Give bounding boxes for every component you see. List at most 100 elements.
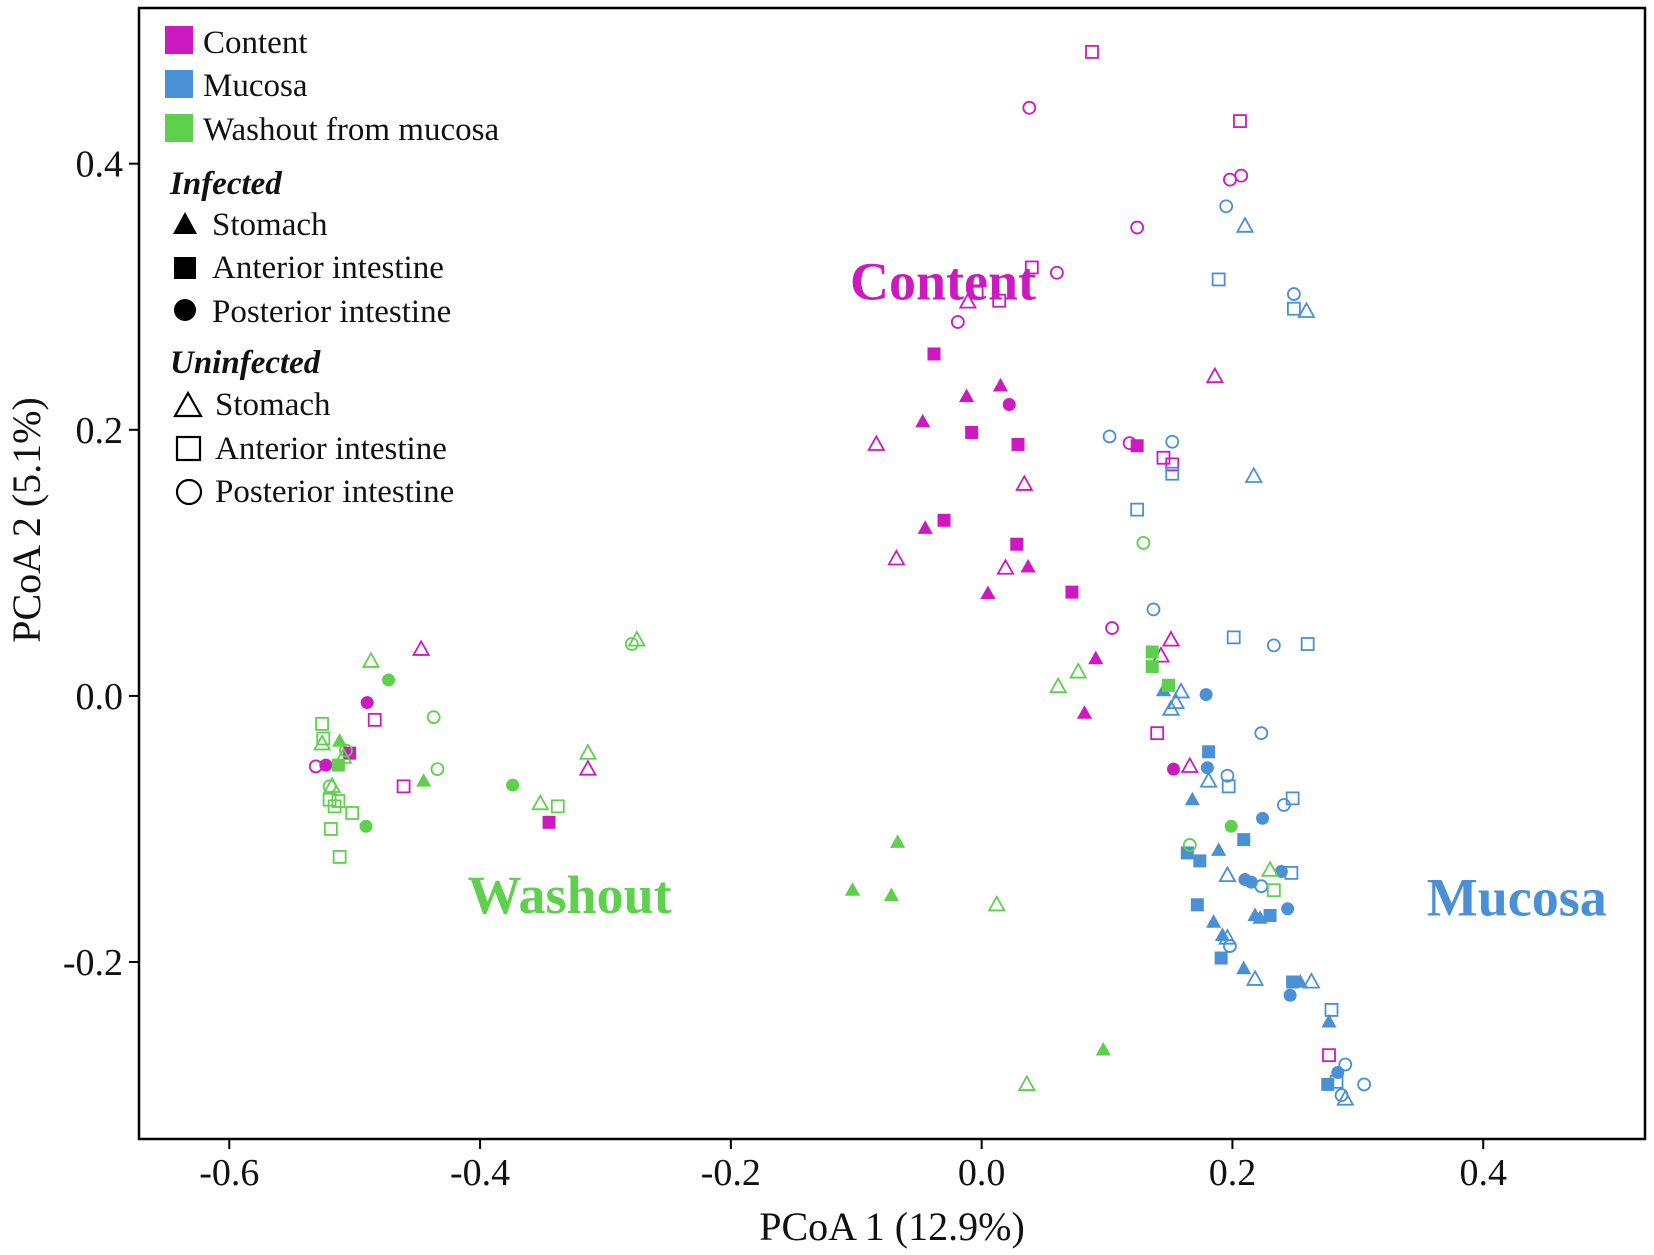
- point-mucosa-triangle-uninfected: [1218, 865, 1237, 883]
- point-washout-square-uninfected: [316, 731, 331, 746]
- point-mucosa-circle-uninfected: [1102, 429, 1117, 444]
- point-content-triangle-infected: [1088, 650, 1104, 665]
- point-content-square-infected: [965, 425, 979, 439]
- point-mucosa-triangle-infected: [1211, 842, 1227, 856]
- point-mucosa-square-infected: [1321, 1077, 1335, 1091]
- point-content-square-uninfected: [969, 285, 984, 300]
- point-mucosa-square-uninfected: [1226, 630, 1241, 645]
- point-washout-triangle-infected: [844, 882, 861, 896]
- point-content-circle-uninfected: [308, 759, 323, 774]
- point-content-triangle-uninfected: [958, 292, 977, 309]
- point-content-triangle-infected: [917, 520, 933, 534]
- point-content-square-uninfected: [396, 779, 411, 794]
- point-washout-triangle-uninfected: [1049, 676, 1068, 694]
- legend-uninfected-title: Uninfected: [170, 345, 321, 381]
- point-washout-circle-uninfected: [624, 637, 639, 651]
- x-tick-label: -0.4: [450, 1152, 510, 1194]
- point-mucosa-square-infected: [1237, 833, 1251, 847]
- point-mucosa-square-uninfected: [1211, 272, 1226, 287]
- point-washout-circle-uninfected: [1136, 535, 1151, 550]
- point-content-triangle-uninfected: [578, 759, 598, 776]
- legend-infected-posterior-marker: [174, 299, 196, 321]
- point-mucosa-circle-uninfected: [1266, 638, 1281, 653]
- x-tick-label: 0.2: [1209, 1152, 1257, 1194]
- point-mucosa-triangle-uninfected: [1166, 692, 1186, 710]
- point-mucosa-circle-uninfected: [1220, 768, 1235, 783]
- point-mucosa-triangle-uninfected: [1199, 771, 1218, 788]
- point-washout-square-uninfected: [332, 850, 347, 864]
- point-mucosa-circle-uninfected: [1223, 939, 1237, 953]
- point-content-circle-infected: [1002, 398, 1016, 412]
- point-mucosa-square-uninfected: [1130, 502, 1145, 517]
- point-washout-circle-uninfected: [426, 710, 441, 725]
- point-content-square-uninfected: [1322, 1048, 1336, 1063]
- point-mucosa-triangle-uninfected: [1336, 1089, 1355, 1106]
- point-mucosa-circle-uninfected: [1165, 434, 1180, 449]
- point-mucosa-circle-uninfected: [1146, 602, 1161, 617]
- point-content-square-infected: [542, 815, 556, 829]
- point-content-triangle-uninfected: [887, 549, 906, 566]
- legend: Content Mucosa Washout from mucosa Infec…: [165, 25, 499, 510]
- point-content-circle-uninfected: [1234, 168, 1249, 183]
- legend-uninfected-posterior-marker: [175, 478, 203, 506]
- point-washout-triangle-uninfected: [578, 743, 598, 760]
- point-content-triangle-infected: [1020, 558, 1036, 573]
- point-washout-triangle-infected: [332, 733, 348, 747]
- point-mucosa-triangle-infected: [1214, 927, 1231, 942]
- point-mucosa-triangle-uninfected: [1235, 216, 1255, 233]
- point-washout-circle-uninfected: [322, 779, 337, 794]
- point-content-square-infected: [927, 347, 941, 361]
- legend-uninfected-anterior-label: Anterior intestine: [215, 431, 447, 467]
- point-washout-circle-infected: [1224, 819, 1238, 833]
- legend-swatch-mucosa: [165, 70, 193, 98]
- point-washout-square-infected: [1145, 645, 1159, 659]
- point-content-square-uninfected: [367, 712, 382, 727]
- point-mucosa-square-infected: [1202, 745, 1216, 759]
- point-mucosa-circle-uninfected: [1286, 287, 1301, 301]
- x-tick-label: -0.6: [199, 1152, 259, 1194]
- point-mucosa-square-uninfected: [1221, 779, 1236, 794]
- legend-uninfected-stomach-marker: [173, 390, 203, 418]
- point-washout-square-uninfected: [327, 799, 342, 814]
- point-content-square-uninfected: [1024, 260, 1039, 275]
- y-tick-label: 0.0: [76, 676, 124, 718]
- y-axis-title: PCoA 2 (5.1%): [4, 397, 49, 643]
- point-mucosa-circle-infected: [1283, 988, 1297, 1002]
- x-tick-label: 0.0: [958, 1152, 1006, 1194]
- point-mucosa-square-uninfected: [1300, 637, 1315, 651]
- point-mucosa-circle-uninfected: [1334, 1088, 1349, 1102]
- point-content-square-uninfected: [1085, 45, 1099, 59]
- annotation-mucosa: Mucosa: [1427, 867, 1607, 927]
- point-content-square-infected: [1065, 585, 1079, 599]
- point-washout-triangle-uninfected: [987, 894, 1006, 912]
- point-mucosa-triangle-uninfected: [1244, 466, 1263, 483]
- point-washout-circle-uninfected: [339, 743, 353, 758]
- point-washout-circle-uninfected: [430, 762, 445, 776]
- point-mucosa-circle-uninfected: [1276, 798, 1291, 812]
- x-tick-label: 0.4: [1459, 1152, 1507, 1194]
- point-mucosa-circle-infected: [1281, 902, 1295, 916]
- legend-uninfected-posterior-label: Posterior intestine: [215, 474, 454, 510]
- point-content-square-uninfected: [992, 293, 1007, 308]
- point-content-circle-infected: [319, 758, 333, 772]
- legend-uninfected-stomach-label: Stomach: [215, 387, 331, 423]
- legend-infected-posterior-label: Posterior intestine: [212, 294, 451, 330]
- point-content-triangle-uninfected: [1205, 366, 1225, 384]
- x-axis-title: PCoA 1 (12.9%): [759, 1204, 1025, 1249]
- point-mucosa-triangle-uninfected: [1297, 301, 1316, 318]
- point-mucosa-square-infected: [1286, 975, 1300, 989]
- annotation-washout: Washout: [468, 865, 672, 925]
- point-mucosa-circle-uninfected: [1219, 199, 1234, 214]
- legend-swatch-washout: [165, 114, 193, 142]
- point-content-circle-uninfected: [1105, 621, 1119, 635]
- legend-infected-stomach-marker: [173, 212, 197, 234]
- axis-ticks: -0.6 -0.4 -0.2 0.0 0.2 0.4 0.4 0.2 0.0 -0.2: [63, 144, 1507, 1194]
- point-washout-triangle-uninfected: [1017, 1074, 1036, 1091]
- point-mucosa-triangle-uninfected: [1302, 972, 1321, 989]
- legend-infected-anterior-marker: [174, 257, 196, 279]
- point-mucosa-square-infected: [1263, 908, 1277, 922]
- point-washout-triangle-uninfected: [312, 733, 332, 751]
- point-washout-triangle-uninfected: [1069, 662, 1088, 679]
- point-content-triangle-uninfected: [996, 558, 1015, 575]
